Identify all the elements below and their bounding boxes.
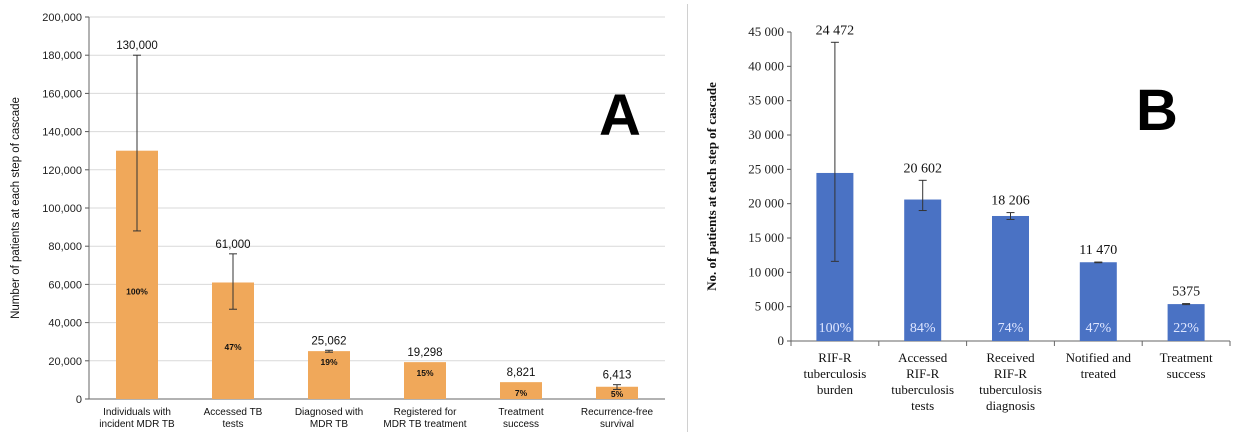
bar (1167, 304, 1205, 341)
category-label: treated (1081, 366, 1117, 381)
category-label: tuberculosis (803, 366, 866, 381)
y-tick-label: 20,000 (48, 356, 82, 368)
category-label: burden (817, 382, 854, 397)
category-label: Received (986, 350, 1035, 365)
percent-label: 84% (910, 321, 936, 336)
y-tick-label: 40 000 (748, 58, 784, 73)
y-tick-label: 140,000 (42, 127, 82, 139)
chart-panel-a: 0 20,000 40,000 60,000 80,000 100,000 120,000 1… (10, 12, 665, 430)
panel-letter: A (599, 83, 641, 148)
y-tick-label: 40,000 (48, 318, 82, 330)
y-tick-label: 25 000 (748, 161, 784, 176)
category-label: incident MDR TB (99, 419, 175, 430)
category-label: Recurrence-free (581, 407, 654, 418)
category-label: survival (600, 419, 634, 430)
y-tick-label: 20 000 (748, 196, 784, 211)
data-label: 130,000 (116, 40, 158, 52)
category-label: Accessed TB (204, 407, 263, 418)
category-label: tests (222, 419, 243, 430)
y-tick-label: 45 000 (748, 24, 784, 39)
category-label: Accessed (898, 350, 948, 365)
data-label: 18 206 (991, 194, 1030, 209)
category-label: tuberculosis (979, 382, 1042, 397)
bar (404, 362, 446, 399)
panel-letter: B (1136, 78, 1178, 143)
percent-label: 19% (320, 357, 337, 367)
y-tick-label: 15 000 (748, 230, 784, 245)
data-label: 24 472 (816, 23, 855, 38)
percent-label: 100% (819, 321, 852, 336)
category-label: tuberculosis (891, 382, 954, 397)
chart-a-svg: 0 20,000 40,000 60,000 80,000 100,000 120,000 1… (10, 12, 665, 430)
y-tick-label: 100,000 (42, 203, 82, 215)
y-tick-label: 160,000 (42, 88, 82, 100)
category-label: tests (911, 398, 934, 413)
bar (1079, 262, 1117, 341)
category-label: Notified and (1066, 350, 1132, 365)
percent-label: 15% (416, 368, 433, 378)
y-tick-label: 30 000 (748, 127, 784, 142)
data-label: 8,821 (507, 367, 536, 379)
bar (308, 351, 350, 399)
y-tick-label: 5 000 (755, 299, 784, 314)
category-label: success (503, 419, 539, 430)
data-label: 20 602 (903, 161, 942, 176)
y-tick-label: 120,000 (42, 165, 82, 177)
data-label: 19,298 (407, 347, 442, 359)
category-label: Registered for (394, 407, 457, 418)
data-label: 6,413 (603, 370, 632, 382)
y-tick-label: 180,000 (42, 50, 82, 62)
category-label: MDR TB (310, 419, 348, 430)
y-tick-label: 200,000 (42, 12, 82, 24)
category-label: RIF-R (994, 366, 1028, 381)
category-label: RIF-R (818, 350, 852, 365)
data-label: 61,000 (215, 239, 250, 251)
bar (500, 382, 542, 399)
percent-label: 47% (224, 342, 241, 352)
category-label: diagnosis (986, 398, 1035, 413)
category-label: Treatment (498, 407, 543, 418)
y-tick-label: 10 000 (748, 264, 784, 279)
chart-panel-b: 0 5 000 10 000 15 000 20 000 25 000 30 000 35 0… (690, 0, 1242, 436)
y-tick-label: 35 000 (748, 93, 784, 108)
bar (904, 199, 942, 341)
y-axis-label: Number of patients at each step of casca… (10, 97, 22, 319)
category-label: Diagnosed with (295, 407, 363, 418)
percent-label: 74% (998, 321, 1024, 336)
panel-divider (687, 4, 688, 432)
category-label: Treatment (1160, 350, 1213, 365)
y-tick-label: 0 (76, 394, 82, 406)
data-label: 11 470 (1079, 243, 1117, 258)
percent-label: 47% (1085, 321, 1111, 336)
y-tick-label: 0 (778, 333, 785, 348)
category-label: MDR TB treatment (383, 419, 466, 430)
percent-label: 7% (515, 388, 528, 398)
data-label: 25,062 (311, 335, 346, 347)
category-label: RIF-R (906, 366, 940, 381)
bar (596, 386, 638, 399)
percent-label: 100% (126, 287, 148, 297)
bar (992, 215, 1029, 341)
y-tick-label: 80,000 (48, 241, 82, 253)
percent-label: 22% (1173, 321, 1199, 336)
category-label: success (1167, 366, 1206, 381)
y-tick-label: 60,000 (48, 279, 82, 291)
chart-b-svg: 0 5 000 10 000 15 000 20 000 25 000 30 000 35 0… (704, 23, 1231, 413)
data-label: 5375 (1172, 285, 1200, 300)
category-label: Individuals with (103, 407, 171, 418)
percent-label: 5% (611, 389, 624, 399)
y-axis-label: No. of patients at each step of cascade (704, 82, 719, 291)
